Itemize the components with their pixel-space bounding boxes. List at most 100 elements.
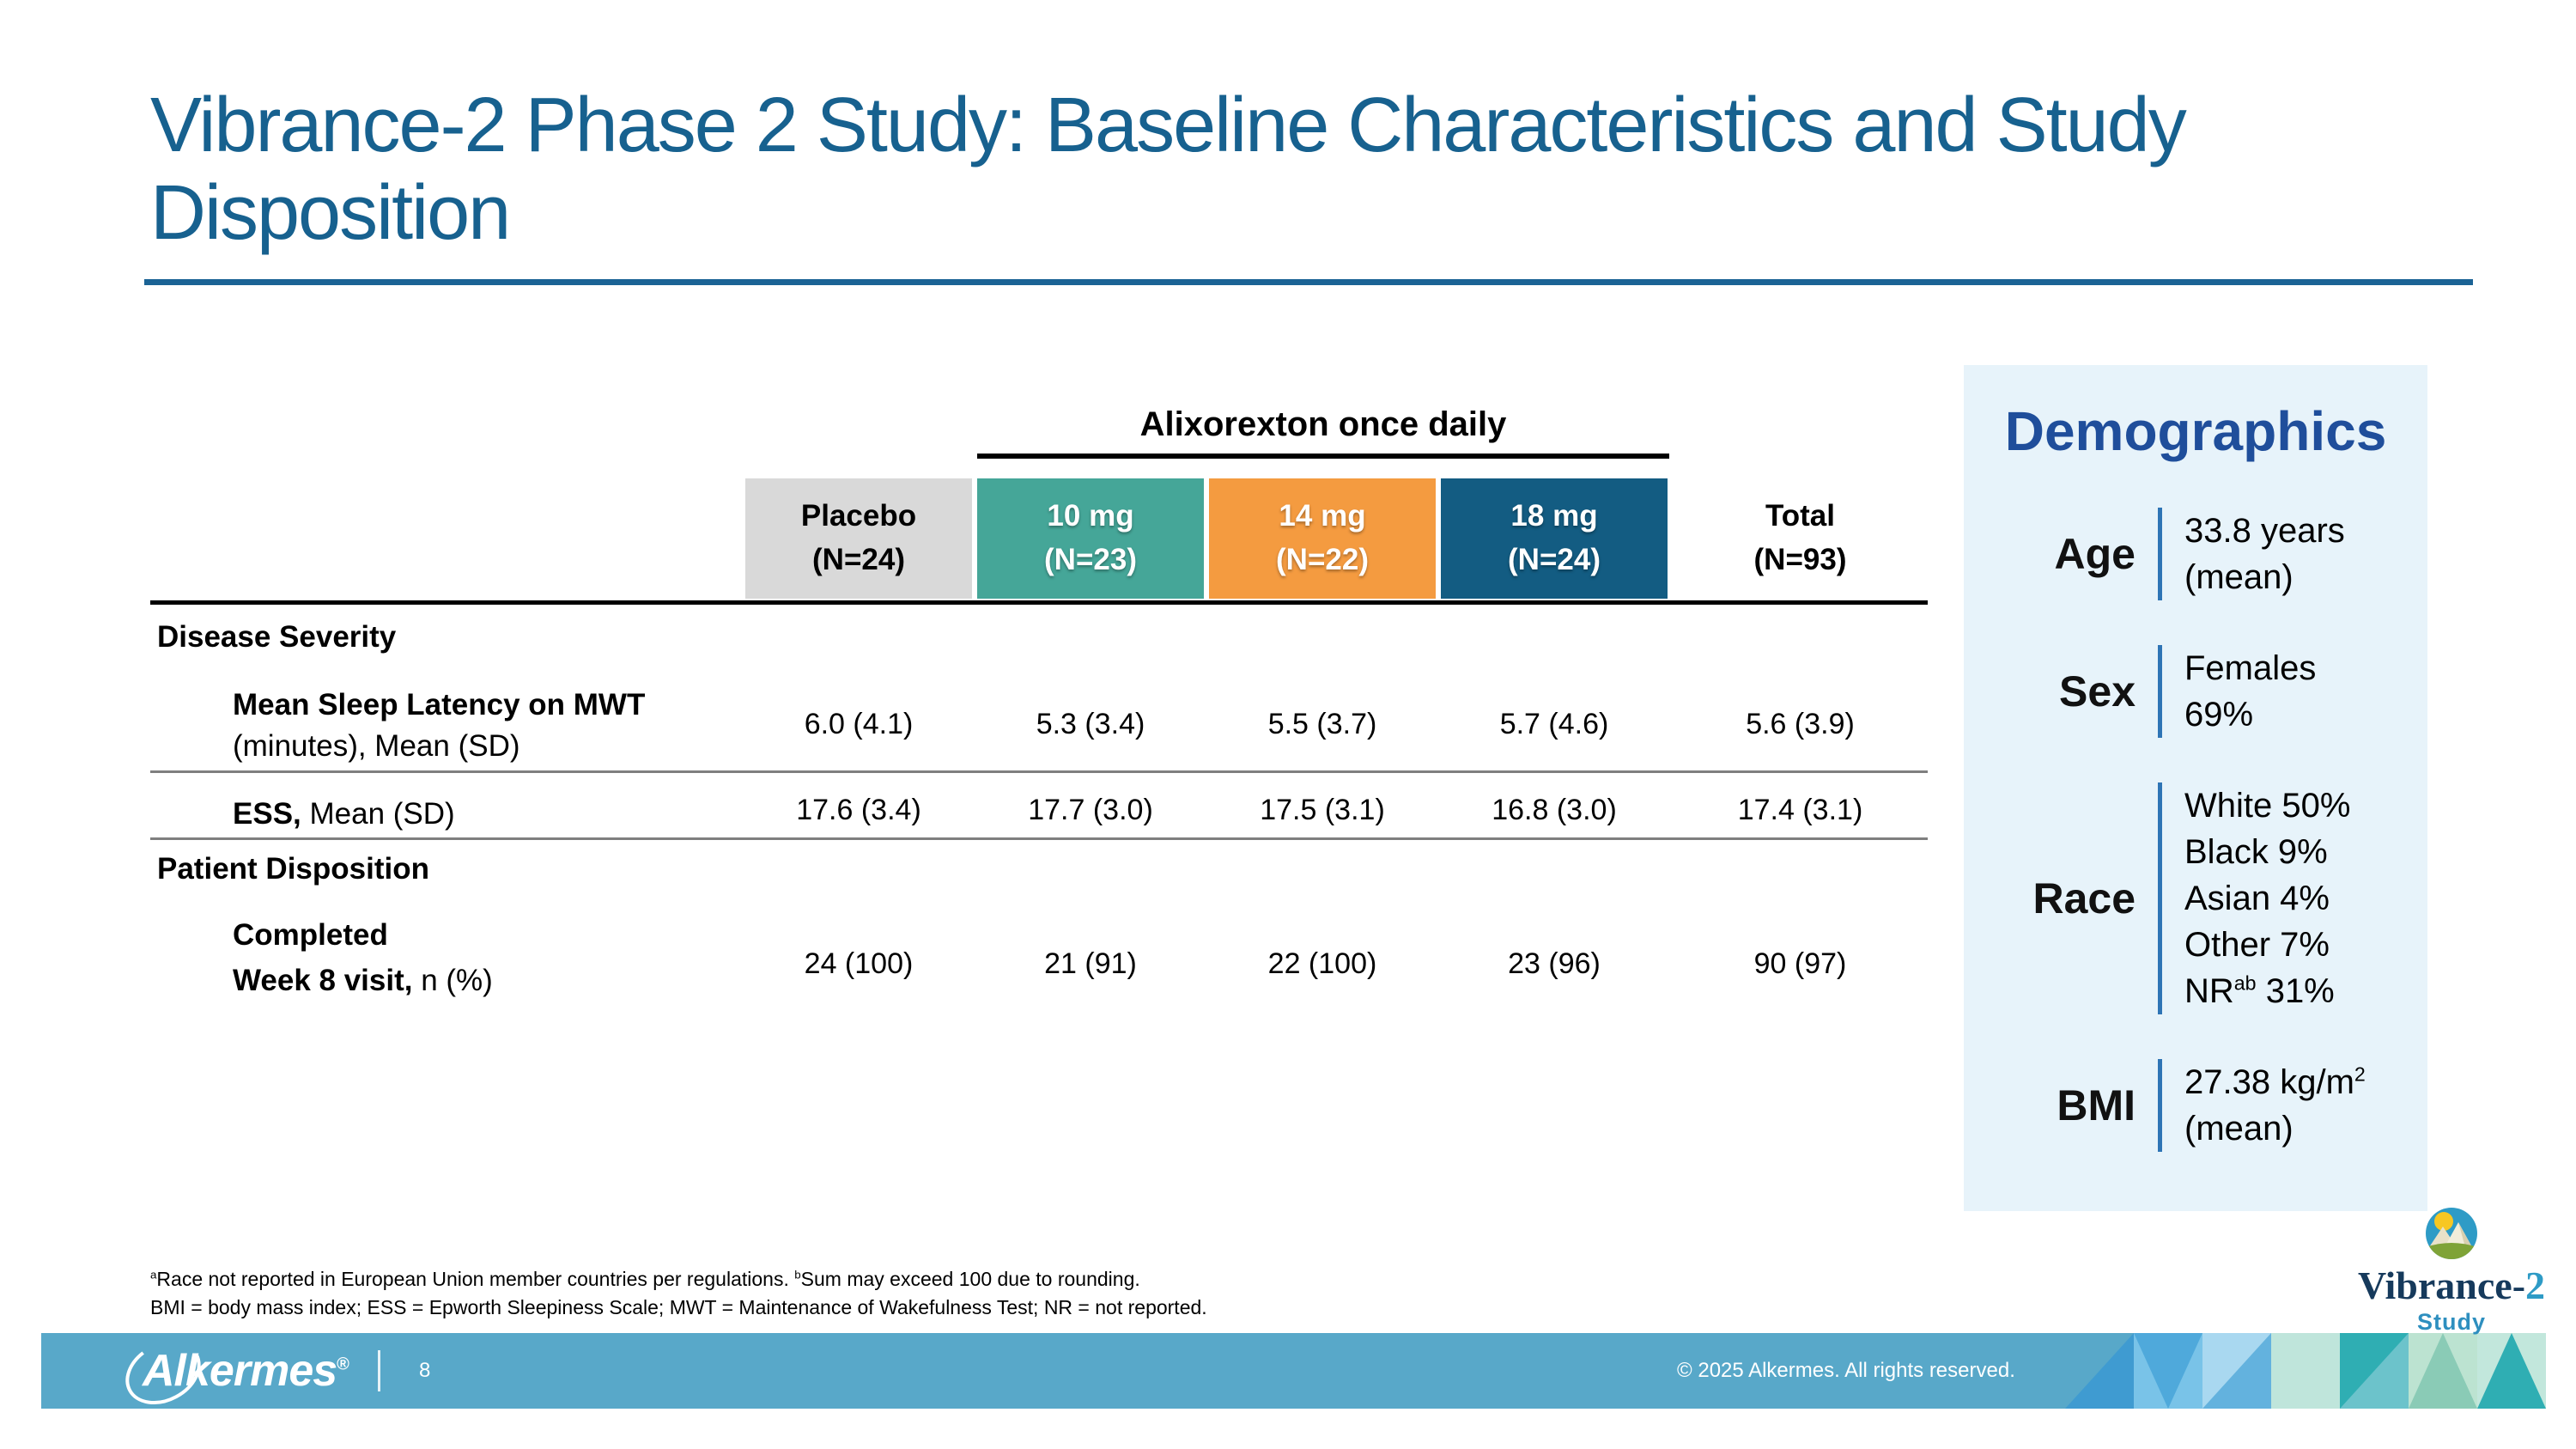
table-cell: 23 (96)	[1508, 947, 1601, 980]
page-number: 8	[419, 1359, 431, 1382]
registered-mark: ®	[337, 1355, 349, 1374]
column-n: (N=22)	[1276, 543, 1369, 576]
column-n: (N=24)	[1508, 543, 1601, 576]
section-patient-disposition: Patient Disposition	[157, 852, 429, 886]
row-divider	[150, 770, 1928, 773]
group-header-underline	[977, 454, 1669, 459]
footnotes: aRace not reported in European Union mem…	[150, 1265, 1207, 1321]
alkermes-text: Alkermes	[143, 1346, 337, 1396]
vibrance2-study-logo: Vibrance-2 Study	[2348, 1208, 2555, 1336]
table-cell: 17.5 (3.1)	[1260, 793, 1385, 826]
table-cell: 5.3 (3.4)	[1036, 707, 1145, 740]
age-value: 33.8 years (mean)	[2184, 508, 2345, 600]
section-disease-severity: Disease Severity	[157, 620, 397, 654]
sex-value: Females 69%	[2184, 645, 2316, 738]
row-label-mwt: Mean Sleep Latency on MWT (minutes), Mea…	[233, 685, 645, 768]
demographics-panel: Demographics Age 33.8 years (mean) Sex F…	[1964, 365, 2427, 1211]
footnote-text-b: Sum may exceed 100 due to rounding.	[800, 1268, 1140, 1290]
table-cell: 5.7 (4.6)	[1499, 707, 1609, 740]
table-header-border	[150, 600, 1928, 605]
table-cell: 5.6 (3.9)	[1746, 707, 1855, 740]
race-value-line4: Other 7%	[2184, 926, 2330, 964]
bmi-number: 27.38 kg/m	[2184, 1063, 2354, 1101]
table-cell: 17.6 (3.4)	[796, 793, 921, 826]
column-label: 10 mg	[1047, 499, 1134, 533]
footnote-line1: aRace not reported in European Union mem…	[150, 1265, 1207, 1294]
table-cell: 6.0 (4.1)	[804, 707, 914, 740]
study-subtitle: Study	[2416, 1308, 2486, 1335]
vertical-divider	[2158, 645, 2162, 738]
column-header-18mg: 18 mg (N=24)	[1441, 478, 1668, 599]
table-cell: 24 (100)	[804, 947, 914, 980]
vibrance-number: 2	[2525, 1263, 2546, 1307]
table-cell: 90 (97)	[1753, 947, 1847, 980]
footer-bar: Alkermes® 8 © 2025 Alkermes. All rights …	[41, 1333, 2546, 1409]
footnote-superscript-b: b	[794, 1268, 801, 1282]
race-value-line2: Black 9%	[2184, 833, 2328, 871]
alkermes-swoosh-icon	[125, 1340, 201, 1405]
bmi-superscript: 2	[2354, 1062, 2366, 1086]
slide-title-line2: Disposition	[150, 169, 511, 256]
copyright-text: © 2025 Alkermes. All rights reserved.	[1677, 1359, 2015, 1382]
bmi-label: BMI	[2057, 1081, 2136, 1129]
column-header-10mg: 10 mg (N=23)	[977, 478, 1204, 599]
table-cell: 16.8 (3.0)	[1492, 793, 1617, 826]
demographics-title: Demographics	[2004, 400, 2387, 462]
race-nr-percent: 31%	[2256, 972, 2335, 1010]
vertical-divider	[2158, 508, 2162, 600]
row-label-completed: Completed Week 8 visit, n (%)	[233, 913, 493, 1003]
alkermes-logo: Alkermes®	[125, 1333, 349, 1409]
footer-triangle-decoration	[2065, 1333, 2546, 1409]
alkermes-wordmark: Alkermes®	[143, 1345, 349, 1397]
vibrance2-wordmark: Vibrance-2	[2348, 1263, 2555, 1309]
column-label: 14 mg	[1279, 499, 1366, 533]
row-label-ess-bold: ESS,	[233, 797, 301, 831]
vertical-divider	[2158, 782, 2162, 1014]
row-label-mwt-bold: Mean Sleep Latency on MWT	[233, 688, 646, 721]
footnote-text-a: Race not reported in European Union memb…	[156, 1268, 795, 1290]
title-underline-rule	[144, 279, 2473, 285]
sex-label: Sex	[2059, 667, 2136, 715]
row-label-completed-line2: Week 8 visit, n (%)	[233, 959, 493, 1004]
vibrance2-mountain-icon	[2426, 1208, 2477, 1259]
row-label-completed-line1: Completed	[233, 918, 388, 952]
age-label: Age	[2054, 530, 2136, 578]
row-divider	[150, 837, 1928, 840]
column-n: (N=24)	[812, 543, 905, 576]
column-header-14mg: 14 mg (N=22)	[1209, 478, 1436, 599]
column-header-total: Total (N=93)	[1673, 478, 1928, 599]
race-value-line3: Asian 4%	[2184, 880, 2330, 917]
row-label-ess-rest: Mean (SD)	[301, 797, 455, 831]
row-label-mwt-rest: (minutes), Mean (SD)	[233, 729, 520, 764]
race-value-line5: NRab 31%	[2184, 968, 2350, 1014]
column-header-placebo: Placebo (N=24)	[745, 478, 972, 599]
table-cell: 17.7 (3.0)	[1028, 793, 1153, 826]
demographics-row-age: Age 33.8 years (mean)	[1964, 508, 2427, 600]
table-cell: 5.5 (3.7)	[1267, 707, 1377, 740]
column-label: 18 mg	[1510, 499, 1598, 533]
race-label: Race	[2032, 874, 2136, 922]
table-cell: 21 (91)	[1044, 947, 1137, 980]
slide-title-line1: Vibrance-2 Phase 2 Study: Baseline Chara…	[150, 82, 2187, 168]
footnote-superscript-a: a	[150, 1268, 157, 1282]
footnote-line2: BMI = body mass index; ESS = Epworth Sle…	[150, 1295, 1207, 1318]
row-label-completed-bold2: Week 8 visit,	[233, 963, 413, 997]
table-cell: 17.4 (3.1)	[1737, 793, 1863, 826]
column-label: Total	[1765, 499, 1835, 533]
footer-divider	[378, 1350, 380, 1391]
table-group-header: Alixorexton once daily	[1139, 405, 1507, 443]
vibrance-text: Vibrance-	[2357, 1263, 2526, 1307]
bmi-value-line1: 27.38 kg/m2	[2184, 1059, 2366, 1105]
sex-value-line2: 69%	[2184, 696, 2254, 734]
demographics-row-bmi: BMI 27.38 kg/m2 (mean)	[1964, 1059, 2427, 1152]
table-cell: 22 (100)	[1267, 947, 1377, 980]
bmi-value: 27.38 kg/m2 (mean)	[2184, 1059, 2366, 1152]
bmi-value-line2: (mean)	[2184, 1110, 2293, 1148]
race-nr-superscript: ab	[2233, 971, 2257, 995]
row-label-ess: ESS, Mean (SD)	[233, 794, 455, 835]
row-label-completed-rest: n (%)	[412, 963, 493, 997]
slide-title: Vibrance-2 Phase 2 Study: Baseline Chara…	[150, 82, 2520, 257]
race-value-line1: White 50%	[2184, 787, 2351, 825]
sex-value-line1: Females	[2184, 649, 2317, 687]
demographics-row-sex: Sex Females 69%	[1964, 645, 2427, 738]
